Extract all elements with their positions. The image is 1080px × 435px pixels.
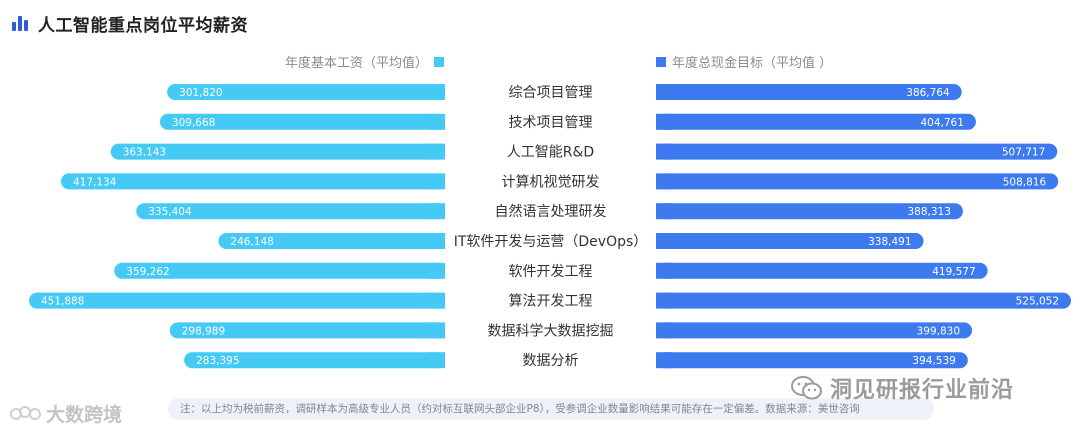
category-label: 数据科学大数据挖掘 — [488, 323, 614, 339]
watermark-right-text: 洞见研报行业前沿 — [830, 378, 1015, 403]
legend-right-swatch — [656, 56, 666, 67]
data-label-base-salary: 359,262 — [126, 266, 169, 278]
data-label-base-salary: 246,148 — [230, 236, 273, 248]
category-label: 综合项目管理 — [509, 85, 593, 101]
legend-left: 年度基本工资（平均值） — [285, 52, 444, 71]
bar-total-cash-edge — [656, 203, 672, 220]
bar-base-salary — [60, 173, 446, 190]
bar-total-cash-edge — [656, 143, 672, 160]
bar-total-cash — [656, 173, 1059, 190]
bar-total-cash-edge — [656, 322, 672, 339]
bar-base-salary-edge — [429, 143, 445, 160]
data-label-total-cash: 525,052 — [1016, 296, 1059, 308]
category-label: IT软件开发与运营（DevOps） — [454, 234, 648, 250]
category-label: 技术项目管理 — [509, 115, 593, 131]
data-label-base-salary: 417,134 — [73, 176, 117, 188]
watermark-left-text: 大数跨境 — [46, 404, 123, 426]
bar-total-cash — [656, 203, 963, 220]
bar-base-salary-edge — [429, 233, 445, 249]
bar-base-salary-edge — [429, 203, 445, 220]
data-label-base-salary: 451,888 — [41, 296, 84, 308]
category-label: 算法开发工程 — [509, 294, 593, 310]
bar-base-salary-edge — [429, 292, 445, 309]
data-label-base-salary: 301,820 — [179, 87, 222, 99]
brand-logo-icon — [10, 405, 41, 420]
legend-right-label: 年度总现金目标（平均值 ） — [672, 56, 833, 71]
bar-total-cash — [656, 84, 962, 100]
data-label-base-salary: 298,989 — [182, 325, 225, 337]
bar-chart-icon — [12, 15, 30, 31]
bar-total-cash — [656, 113, 976, 130]
bar-total-cash-edge — [656, 352, 672, 369]
bar-total-cash-edge — [656, 84, 672, 100]
bar-total-cash — [656, 233, 924, 249]
category-label: 人工智能R&D — [507, 145, 594, 161]
legend-left-swatch — [434, 56, 444, 67]
category-label: 自然语言处理研发 — [495, 203, 607, 220]
bar-base-salary — [167, 84, 446, 100]
bar-base-salary-edge — [429, 352, 445, 369]
bar-base-salary — [29, 292, 445, 309]
bar-base-salary — [184, 352, 445, 369]
data-label-base-salary: 335,404 — [148, 206, 192, 218]
data-label-total-cash: 507,717 — [1002, 147, 1045, 159]
bar-base-salary-edge — [429, 262, 445, 279]
data-label-base-salary: 309,668 — [172, 117, 215, 129]
data-label-total-cash: 388,313 — [907, 206, 950, 218]
bar-total-cash — [656, 262, 988, 279]
category-label: 软件开发工程 — [509, 264, 593, 280]
bar-base-salary-edge — [429, 173, 445, 190]
category-label: 计算机视觉研发 — [502, 174, 600, 190]
bar-total-cash — [656, 292, 1071, 309]
legend-left-label: 年度基本工资（平均值） — [284, 56, 428, 71]
chart-title: 人工智能重点岗位平均薪资 — [38, 15, 248, 36]
bar-base-salary — [110, 143, 446, 160]
data-label-total-cash: 419,577 — [932, 266, 975, 278]
bar-total-cash — [656, 352, 968, 369]
bar-base-salary — [218, 233, 445, 249]
bar-base-salary-edge — [429, 322, 445, 339]
watermark-right: 洞见研报行业前沿 — [790, 372, 1014, 404]
bar-base-salary — [136, 203, 445, 220]
wechat-icon — [791, 376, 822, 400]
bar-total-cash-edge — [656, 262, 672, 279]
bar-total-cash-edge — [656, 292, 672, 309]
footnote: 注：以上均为税前薪资，调研样本为高级专业人员（约对标互联网头部企业P8），受参调… — [168, 398, 934, 420]
data-label-total-cash: 404,761 — [921, 117, 964, 129]
data-label-total-cash: 399,830 — [917, 325, 960, 337]
category-label: 数据分析 — [523, 353, 579, 369]
bar-total-cash-edge — [656, 173, 672, 190]
data-label-total-cash: 338,491 — [868, 236, 911, 248]
bar-base-salary — [114, 262, 445, 279]
data-label-total-cash: 508,816 — [1003, 176, 1047, 188]
bar-base-salary — [159, 113, 446, 130]
bar-base-salary-edge — [429, 113, 445, 130]
data-label-total-cash: 394,539 — [912, 355, 955, 367]
bar-base-salary-edge — [429, 84, 445, 100]
watermark-left: 大数跨境 — [10, 400, 122, 427]
bar-base-salary — [169, 322, 445, 339]
bar-total-cash-edge — [656, 113, 672, 130]
bar-total-cash — [656, 143, 1058, 160]
legend-right: 年度总现金目标（平均值 ） — [656, 52, 832, 71]
data-label-base-salary: 283,395 — [196, 355, 239, 367]
data-label-base-salary: 363,143 — [123, 147, 166, 159]
chart-header: 人工智能重点岗位平均薪资 — [12, 10, 248, 36]
data-label-total-cash: 386,764 — [906, 87, 950, 99]
bar-total-cash — [656, 322, 973, 339]
bar-total-cash-edge — [656, 233, 672, 249]
